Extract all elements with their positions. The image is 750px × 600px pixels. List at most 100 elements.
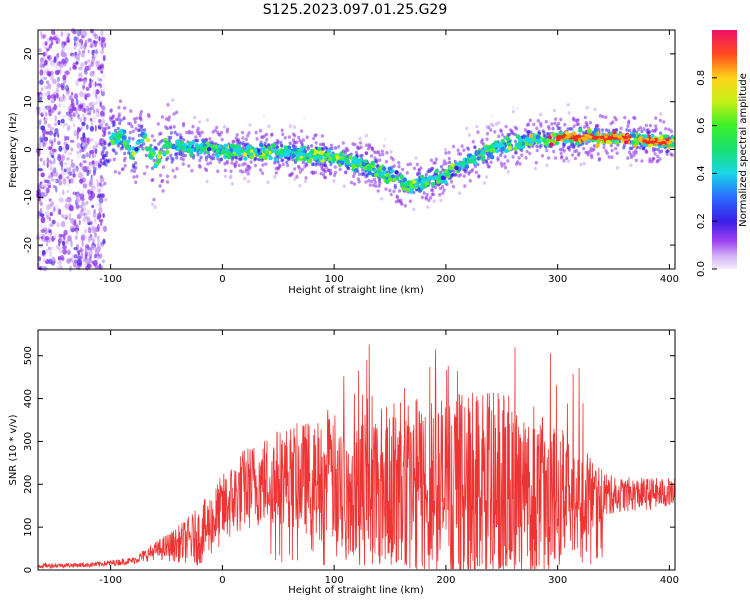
spectrogram-ridge-cell: [129, 155, 134, 160]
spectrogram-ridge-cell: [131, 151, 137, 156]
spectrogram-halo-cell: [453, 159, 457, 164]
spectrogram-halo-cell: [258, 128, 263, 133]
spectrogram-halo-cell: [586, 152, 590, 157]
spectrogram-noise-cell: [62, 74, 67, 81]
spectrogram-halo-cell: [128, 130, 132, 135]
spectrogram-noise-cell: [90, 137, 94, 142]
spectrogram-noise-cell: [58, 61, 63, 65]
spectrogram-halo-cell: [144, 153, 148, 158]
spectrogram-halo-cell: [392, 189, 396, 194]
spectrogram-halo-cell: [320, 134, 324, 138]
spectrogram-halo-cell: [299, 140, 303, 145]
spectrogram-ridge-cell: [264, 149, 269, 155]
spectrogram-ridge-cell: [535, 134, 540, 140]
spectrogram-noise-cell: [87, 38, 92, 43]
spectrogram-halo-cell: [566, 127, 570, 131]
spectrogram-halo-cell: [122, 117, 126, 121]
spectrogram-ridge-cell: [307, 159, 312, 164]
spectrogram-noise-cell: [84, 70, 88, 75]
spectrogram-halo-cell: [528, 118, 532, 123]
spectrogram-halo-cell: [227, 142, 231, 146]
spectrogram-noise-cell: [41, 76, 46, 81]
spectrogram-halo-cell: [559, 117, 563, 122]
spectrogram-halo-cell: [253, 157, 257, 162]
spectrogram-noise-cell: [100, 41, 104, 48]
spectrogram-halo-cell: [332, 179, 336, 183]
spectrogram-noise-cell: [70, 240, 73, 248]
spectrogram-halo-cell: [137, 123, 141, 128]
spectrogram-noise-cell: [97, 93, 102, 99]
spectrogram-noise-cell: [94, 124, 97, 132]
spectrogram-noise-cell: [50, 99, 56, 104]
spectrogram-halo-cell: [111, 114, 115, 118]
spectrogram-noise-cell: [48, 130, 54, 136]
spectrogram-noise-cell: [75, 167, 80, 173]
spectrogram-halo-cell: [536, 119, 540, 123]
snr-ytick-label: 200: [23, 475, 34, 494]
spectrogram-noise-cell: [62, 178, 67, 185]
spectrogram-noise-cell: [42, 222, 46, 229]
colorbar-label: Normalized spectral amplitude: [738, 73, 749, 227]
spectrogram-halo-cell: [113, 170, 117, 174]
snr-ytick-label: 300: [23, 432, 34, 451]
spectrogram-halo-cell: [288, 173, 292, 177]
spectrogram-noise-cell: [96, 83, 102, 87]
spectrogram-noise-cell: [91, 104, 95, 111]
spectrogram-ridge-cell: [226, 155, 232, 160]
spectrogram-halo-cell: [288, 141, 292, 146]
spectrogram-noise-cell: [86, 169, 90, 177]
spectrogram-halo-cell: [310, 144, 314, 148]
spectrogram-ridge-cell: [234, 149, 240, 154]
spectrogram-halo-cell: [370, 179, 374, 184]
spectrogram-halo-cell: [167, 138, 172, 143]
spectrogram-halo-cell: [145, 165, 149, 169]
spectrogram-halo-cell: [337, 144, 341, 149]
spectrogram-halo-cell: [230, 161, 234, 165]
spectrogram-noise-cell: [49, 145, 53, 150]
spectrogram-ridge-cell: [549, 138, 555, 144]
spectrogram-halo-cell: [504, 124, 508, 129]
spectrogram-ridge-cell: [332, 157, 337, 162]
spectrogram-ridge-cell: [569, 138, 574, 144]
spectrogram-halo-cell: [588, 120, 593, 125]
spectrogram-halo-cell: [607, 129, 611, 133]
spectrogram-halo-cell: [314, 163, 318, 167]
spectrogram-halo-cell: [195, 129, 199, 133]
spectrogram-halo-cell: [156, 122, 160, 126]
spectrogram-halo-cell: [273, 161, 277, 165]
spectrogram-halo-cell: [610, 148, 614, 153]
spectrogram-halo-cell: [449, 180, 454, 184]
spectrogram-noise-cell: [58, 247, 63, 254]
spectrogram-halo-cell: [463, 184, 467, 188]
spectrogram-noise-cell: [77, 126, 80, 134]
spectrogram-halo-cell: [625, 128, 629, 132]
spectrogram-noise-cell: [92, 211, 97, 218]
spectrogram-ridge-cell: [440, 175, 446, 180]
spectrogram-halo-cell: [303, 179, 308, 184]
spectrogram-noise-cell: [44, 59, 48, 66]
spectrogram-halo-cell: [432, 161, 436, 165]
spectrogram-xtick-label: -100: [99, 274, 122, 285]
spectrogram-halo-cell: [262, 114, 267, 119]
spectrogram-halo-cell: [500, 133, 505, 137]
spectrogram-halo-cell: [648, 159, 652, 164]
spectrogram-halo-cell: [377, 179, 382, 183]
spectrogram-halo-cell: [358, 141, 363, 145]
spectrogram-halo-cell: [573, 149, 577, 153]
spectrogram-noise-cell: [101, 86, 106, 93]
spectrogram-halo-cell: [354, 150, 358, 155]
spectrogram-ridge-cell: [285, 152, 291, 158]
spectrogram-noise-cell: [77, 259, 83, 266]
spectrogram-noise-cell: [37, 48, 42, 53]
spectrogram-noise-cell: [82, 102, 86, 108]
spectrogram-noise-cell: [69, 108, 74, 114]
spectrogram-halo-cell: [511, 109, 515, 114]
spectrogram-halo-cell: [267, 124, 271, 128]
spectrogram-noise-cell: [85, 200, 89, 205]
spectrogram-halo-cell: [642, 127, 646, 131]
spectrogram-halo-cell: [614, 146, 618, 151]
spectrogram-noise-cell: [66, 249, 71, 255]
spectrogram-halo-cell: [566, 146, 570, 150]
spectrogram-noise-cell: [44, 188, 47, 196]
spectrogram-halo-cell: [656, 159, 660, 163]
